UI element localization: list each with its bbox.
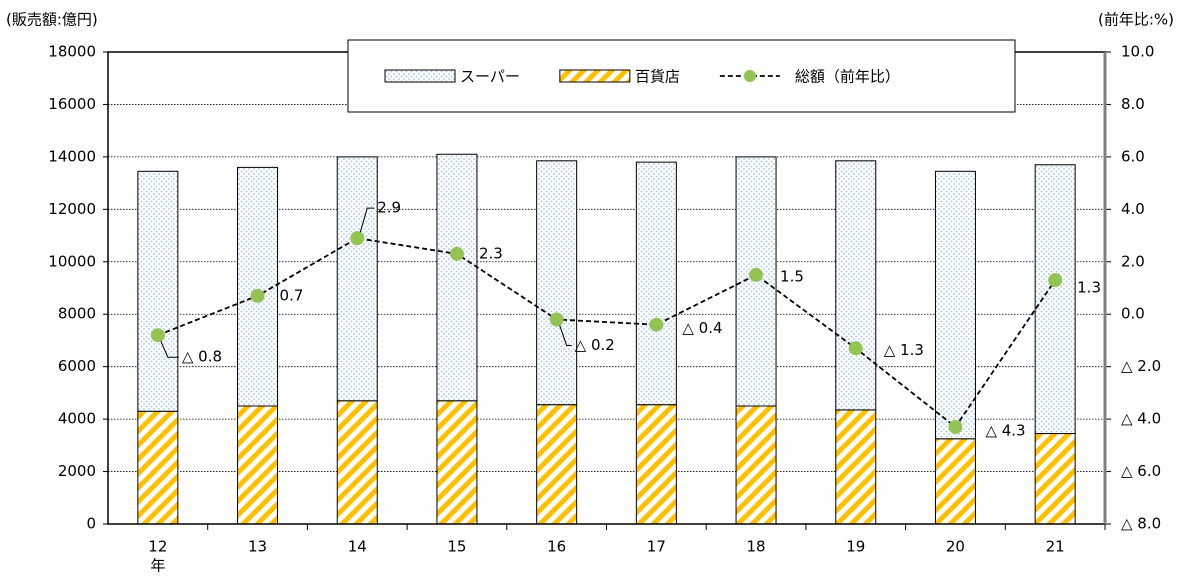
y-tick-label: 18000 xyxy=(48,43,96,61)
y2-tick-label: 8.0 xyxy=(1121,95,1145,113)
data-label: 1.3 xyxy=(1077,279,1101,297)
y2-tick-label: 10.0 xyxy=(1121,43,1154,61)
line-marker xyxy=(250,288,265,303)
y2-tick-label: △ 8.0 xyxy=(1121,515,1161,533)
bar-segment xyxy=(735,405,777,525)
line xyxy=(157,237,1056,429)
y2-tick-label: △ 6.0 xyxy=(1121,462,1161,480)
data-label: △ 0.8 xyxy=(182,348,222,366)
y-tick-label: 6000 xyxy=(58,357,96,375)
y2-tick-label: 2.0 xyxy=(1121,252,1145,270)
y2-tick-label: 0.0 xyxy=(1121,305,1145,323)
legend-swatch xyxy=(384,69,456,83)
bar-segment xyxy=(1034,433,1076,525)
leader-line xyxy=(160,340,179,358)
y-tick-label: 10000 xyxy=(48,252,96,270)
y-tick-label: 2000 xyxy=(58,462,96,480)
y2-tick-label: 4.0 xyxy=(1121,200,1145,218)
bar-segment xyxy=(635,161,677,406)
bar-segment xyxy=(835,160,877,411)
bar-segment xyxy=(137,410,179,525)
x-tick-label: 17 xyxy=(647,538,666,556)
x-tick-label: 16 xyxy=(547,538,566,556)
y2-axis-label: (前年比:%) xyxy=(1098,11,1174,29)
y-tick-label: 14000 xyxy=(48,147,96,165)
bar-segment xyxy=(1034,164,1076,435)
y-tick-label: 4000 xyxy=(58,410,96,428)
line-marker xyxy=(350,231,365,246)
data-label: 1.5 xyxy=(780,267,804,285)
data-label: 2.9 xyxy=(377,199,401,217)
bar-segment xyxy=(137,170,179,412)
data-label: △ 0.4 xyxy=(682,319,722,337)
bar-segment xyxy=(436,153,478,402)
x-tick-label: 21 xyxy=(1046,538,1065,556)
leader-line xyxy=(559,325,572,346)
bar-segment xyxy=(237,405,279,525)
data-label: △ 0.2 xyxy=(575,336,615,354)
leader-line xyxy=(359,207,375,233)
data-label: 2.3 xyxy=(479,244,503,262)
x-tick-label: 20 xyxy=(946,538,965,556)
bar-segment xyxy=(336,400,378,525)
legend-label: 百貨店 xyxy=(635,68,680,86)
legend-swatch xyxy=(559,69,631,83)
y-tick-label: 16000 xyxy=(48,95,96,113)
y-tick-label: 8000 xyxy=(58,305,96,323)
bar-segment xyxy=(635,404,677,525)
line-marker xyxy=(848,341,863,356)
bar-segment xyxy=(934,438,976,525)
bar-segment xyxy=(536,404,578,525)
line-marker xyxy=(150,328,165,343)
data-label: 0.7 xyxy=(280,286,304,304)
y2-tick-label: △ 4.0 xyxy=(1121,410,1161,428)
line-marker xyxy=(449,246,464,261)
x-tick-label: 19 xyxy=(846,538,865,556)
bar-segment xyxy=(237,166,279,407)
legend-label: 総額（前年比） xyxy=(795,68,900,86)
y2-tick-label: 6.0 xyxy=(1121,147,1145,165)
line-marker xyxy=(1048,273,1063,288)
bar-segment xyxy=(835,409,877,525)
x-unit: 年 xyxy=(150,557,165,575)
y2-tick-label: △ 2.0 xyxy=(1121,357,1161,375)
y-axis-label: (販売額:億円) xyxy=(6,11,98,29)
x-tick-label: 15 xyxy=(447,538,466,556)
x-tick-label: 12 xyxy=(148,538,167,556)
line-marker xyxy=(948,419,963,434)
x-tick-label: 18 xyxy=(747,538,766,556)
bar-segment xyxy=(536,160,578,406)
y-tick-label: 12000 xyxy=(48,200,96,218)
legend-box xyxy=(347,39,1016,113)
line-marker xyxy=(649,317,664,332)
bar-segment xyxy=(934,170,976,440)
y-tick-label: 0 xyxy=(86,515,96,533)
bar-segment xyxy=(336,156,378,402)
legend-label: スーパー xyxy=(460,68,520,86)
line-marker xyxy=(749,267,764,282)
legend-swatch xyxy=(743,70,756,82)
data-label: △ 1.3 xyxy=(884,341,924,359)
bar-segment xyxy=(436,400,478,525)
line-marker xyxy=(549,312,564,327)
data-label: △ 4.3 xyxy=(985,421,1025,439)
x-tick-label: 13 xyxy=(248,538,267,556)
x-tick-label: 14 xyxy=(348,538,367,556)
